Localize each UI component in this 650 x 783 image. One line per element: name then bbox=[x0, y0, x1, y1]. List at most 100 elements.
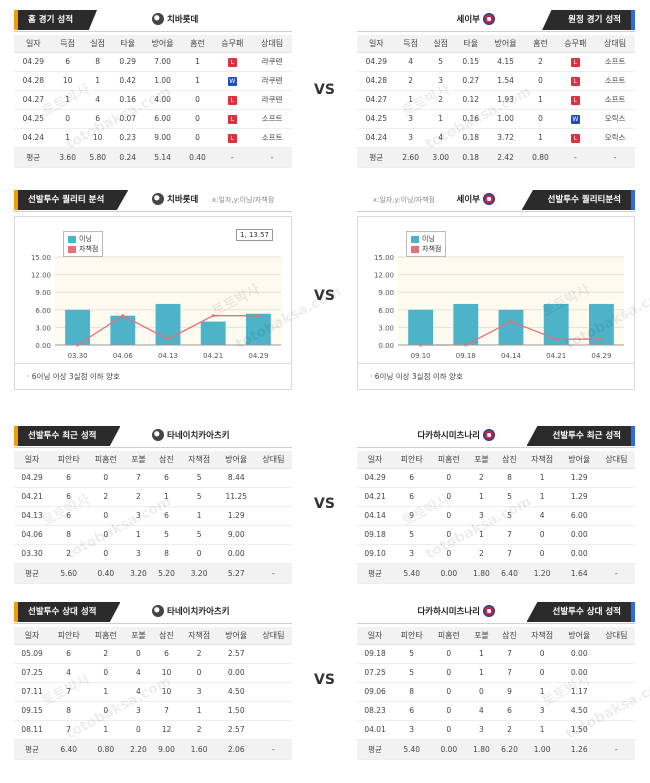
table-cell: 1.29 bbox=[560, 487, 598, 507]
loss-badge-icon: L bbox=[227, 57, 237, 67]
column-header: 자책점 bbox=[523, 451, 561, 469]
table-cell: 08.11 bbox=[14, 720, 51, 740]
x-tick-label: 09.18 bbox=[456, 352, 476, 360]
table-cell: 07.25 bbox=[357, 663, 394, 683]
table-cell: 1.50 bbox=[217, 701, 255, 721]
x-tick-label: 04.29 bbox=[591, 352, 611, 360]
table-cell: 09.15 bbox=[14, 701, 51, 721]
column-header: 상대팀 bbox=[252, 35, 292, 53]
y-tick-label: 6.00 bbox=[35, 307, 51, 315]
table-cell: 0 bbox=[87, 506, 125, 526]
table-cell: 0 bbox=[180, 544, 218, 564]
table-cell: 0 bbox=[430, 663, 468, 683]
table-cell: 8 bbox=[50, 701, 88, 721]
table-cell: 0 bbox=[182, 90, 213, 110]
table-cell: 1 bbox=[124, 525, 153, 545]
team-logo-icon bbox=[152, 13, 164, 25]
table-cell: 4.50 bbox=[217, 682, 255, 702]
column-header: 일자 bbox=[14, 451, 51, 469]
table-row: 03.30 2 0 3 8 0 0.00 bbox=[14, 544, 292, 564]
vs-label: VS bbox=[314, 288, 335, 304]
axis-note: x:일자,y:이닝/자책점 bbox=[212, 196, 275, 204]
table-cell: 7.00 bbox=[142, 52, 183, 72]
table-cell: 5 bbox=[180, 487, 218, 507]
table-cell: 0.15 bbox=[455, 52, 486, 72]
table-cell: 04.13 bbox=[14, 506, 51, 526]
table-row: 09.10 3 0 2 7 0 0.00 bbox=[357, 544, 635, 564]
table-cell: 2.57 bbox=[217, 644, 255, 664]
y-tick-label: 0.00 bbox=[378, 342, 394, 350]
table-cell: 3 bbox=[124, 544, 153, 564]
column-header: 일자 bbox=[14, 627, 51, 645]
panel-header: 선발투수 최근 성적 다카하시미츠나리 bbox=[357, 426, 635, 448]
average-cell: 0.40 bbox=[182, 147, 213, 168]
legend-innings: 이닝 bbox=[79, 235, 92, 243]
table-cell: 1.00 bbox=[485, 109, 526, 129]
average-cell: 2.42 bbox=[485, 147, 526, 168]
team-logo-icon bbox=[152, 193, 164, 205]
average-cell: 평균 bbox=[357, 147, 396, 168]
table-cell: 0 bbox=[430, 720, 468, 740]
table-row: 07.25 5 0 1 7 0 0.00 bbox=[357, 663, 635, 683]
table-cell: 6 bbox=[50, 644, 88, 664]
table-cell: 04.27 bbox=[14, 90, 53, 110]
table-cell: 04.21 bbox=[14, 487, 51, 507]
panel-title: 선발투수 퀄리티분석 bbox=[521, 190, 635, 210]
table-cell: 1.29 bbox=[217, 506, 255, 526]
column-header: 피안타 bbox=[393, 627, 431, 645]
table-cell: 0 bbox=[525, 71, 556, 91]
table-cell: 5 bbox=[393, 644, 431, 664]
table-cell: 4.50 bbox=[560, 701, 598, 721]
table-cell bbox=[597, 506, 635, 526]
table-cell: 0 bbox=[430, 487, 468, 507]
table-cell: 6 bbox=[50, 468, 88, 488]
table-cell: 04.01 bbox=[357, 720, 394, 740]
table-row: 04.25 0 6 0.07 6.00 0 L 소프트 bbox=[14, 109, 292, 129]
table-cell: 0.00 bbox=[217, 544, 255, 564]
table-row: 08.11 7 1 0 12 2 2.57 bbox=[14, 720, 292, 740]
table-cell: 0.07 bbox=[112, 109, 143, 129]
pitcher-recent-panel: 선발투수 최근 성적 타네이치카아츠키 일자 피안타 피홈런 포볼 삼진 자책점 방어율 상대… bbox=[14, 426, 292, 584]
average-cell: - bbox=[597, 563, 635, 584]
pitcher-name: 타네이치카아츠키 bbox=[152, 605, 230, 617]
average-cell: 5.40 bbox=[393, 563, 431, 584]
average-cell: - bbox=[597, 739, 635, 760]
table-cell: 0 bbox=[430, 468, 468, 488]
table-cell: 0.00 bbox=[560, 525, 598, 545]
column-header: 자책점 bbox=[180, 451, 218, 469]
x-tick-label: 09.10 bbox=[411, 352, 431, 360]
table-header-row: 일자 피안타 피홈런 포볼 삼진 자책점 방어율 상대팀 bbox=[14, 627, 292, 645]
table-cell: 0.00 bbox=[560, 544, 598, 564]
result-cell: W bbox=[555, 109, 596, 129]
table-cell: 0.12 bbox=[455, 90, 486, 110]
average-cell: 2.20 bbox=[124, 739, 153, 760]
table-cell: 3 bbox=[467, 720, 496, 740]
pitcher-recent-panel: 선발투수 최근 성적 다카하시미츠나리 일자 피안타 피홈런 포볼 삼진 자책점 방어율 상대… bbox=[357, 426, 635, 584]
table-cell: 3 bbox=[180, 682, 218, 702]
table-row: 04.21 6 0 1 5 1 1.29 bbox=[357, 487, 635, 507]
table-cell: 1 bbox=[52, 90, 83, 110]
quality-chart: 0.00 3.00 6.00 9.00 12.00 15.00 03.30 04.06 04.1… bbox=[14, 216, 292, 364]
table-cell bbox=[254, 487, 292, 507]
table-cell: 09.06 bbox=[357, 682, 394, 702]
column-header: 삼진 bbox=[152, 627, 181, 645]
earned-runs-point bbox=[211, 314, 215, 318]
pitcher-versus-panel: 선발투수 상대 성적 타네이치카아츠키 일자 피안타 피홈런 포볼 삼진 자책점 방어율 상대… bbox=[14, 602, 292, 760]
table-row: 04.21 6 2 2 1 5 11.25 bbox=[14, 487, 292, 507]
result-cell: L bbox=[555, 90, 596, 110]
column-header: 피안타 bbox=[50, 451, 88, 469]
table-cell: 08.23 bbox=[357, 701, 394, 721]
result-cell: L bbox=[555, 128, 596, 148]
table-cell: 0.23 bbox=[112, 128, 143, 148]
table-cell: 0 bbox=[87, 468, 125, 488]
x-tick-label: 04.21 bbox=[203, 352, 223, 360]
table-cell: 4 bbox=[395, 52, 426, 72]
result-cell: L bbox=[212, 90, 253, 110]
table-row: 04.14 9 0 3 5 4 6.00 bbox=[357, 506, 635, 526]
chart-legend: 이닝 자책점 bbox=[63, 231, 104, 257]
table-cell: 6 bbox=[495, 701, 524, 721]
y-tick-label: 3.00 bbox=[378, 324, 394, 332]
table-cell bbox=[254, 468, 292, 488]
average-cell: 5.60 bbox=[50, 563, 88, 584]
column-header: 방어율 bbox=[560, 627, 598, 645]
